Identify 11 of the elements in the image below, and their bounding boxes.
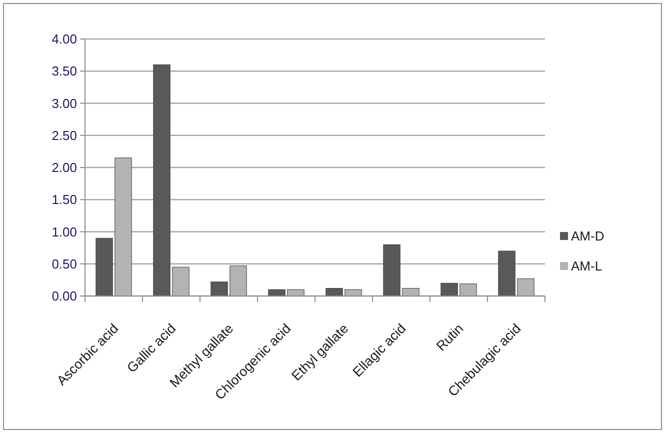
y-tick-label: 2.50 (52, 128, 77, 143)
y-tick-label: 3.50 (52, 64, 77, 79)
y-tick-label: 1.50 (52, 192, 77, 208)
y-tick-label: 1.00 (52, 224, 77, 240)
y-tick-label: 0.50 (52, 256, 77, 272)
y-tick-label: 4.00 (52, 32, 77, 47)
y-tick-label: 0.00 (52, 288, 77, 304)
y-tick-label: 2.00 (52, 160, 77, 176)
y-tick-label: 3.00 (52, 96, 77, 111)
legend-label: AM-D (571, 228, 604, 244)
legend-label: AM-L (571, 258, 602, 274)
